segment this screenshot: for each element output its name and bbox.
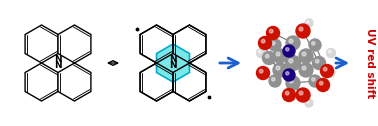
Circle shape xyxy=(273,63,287,77)
Circle shape xyxy=(283,69,295,81)
Circle shape xyxy=(259,69,263,73)
Polygon shape xyxy=(58,25,91,63)
Circle shape xyxy=(299,27,303,31)
Circle shape xyxy=(311,42,315,45)
Circle shape xyxy=(265,54,269,58)
Circle shape xyxy=(296,24,310,38)
Circle shape xyxy=(307,21,309,23)
Circle shape xyxy=(270,29,273,33)
Text: UV red shift: UV red shift xyxy=(365,28,375,98)
Circle shape xyxy=(319,81,323,85)
Polygon shape xyxy=(25,25,58,63)
Circle shape xyxy=(276,66,280,70)
Polygon shape xyxy=(140,25,173,63)
Circle shape xyxy=(323,67,327,71)
Circle shape xyxy=(276,52,280,56)
Circle shape xyxy=(313,56,325,70)
Polygon shape xyxy=(173,25,206,63)
Text: N: N xyxy=(169,61,177,71)
Circle shape xyxy=(286,76,300,90)
Circle shape xyxy=(329,71,331,73)
Circle shape xyxy=(299,63,313,77)
Circle shape xyxy=(309,39,321,51)
Circle shape xyxy=(315,59,319,63)
Circle shape xyxy=(257,67,270,80)
Circle shape xyxy=(266,26,279,39)
Circle shape xyxy=(262,52,276,65)
Circle shape xyxy=(272,78,275,81)
Text: N: N xyxy=(54,55,62,65)
FancyArrowPatch shape xyxy=(108,61,118,65)
Circle shape xyxy=(327,69,335,77)
FancyArrowPatch shape xyxy=(220,58,238,68)
Polygon shape xyxy=(140,63,173,101)
Circle shape xyxy=(272,42,275,45)
Circle shape xyxy=(289,39,293,43)
Circle shape xyxy=(307,101,309,103)
Circle shape xyxy=(289,59,293,63)
Text: N: N xyxy=(169,55,177,65)
Circle shape xyxy=(286,48,289,51)
Circle shape xyxy=(311,78,315,81)
Circle shape xyxy=(327,49,336,57)
Circle shape xyxy=(321,65,333,77)
Circle shape xyxy=(286,36,300,50)
Circle shape xyxy=(302,52,306,56)
Circle shape xyxy=(305,99,313,107)
Polygon shape xyxy=(25,63,58,101)
Circle shape xyxy=(269,39,281,51)
Circle shape xyxy=(283,45,295,57)
Circle shape xyxy=(305,19,313,27)
Circle shape xyxy=(286,72,289,75)
Polygon shape xyxy=(58,63,91,101)
Circle shape xyxy=(299,91,303,95)
Circle shape xyxy=(269,75,281,87)
Circle shape xyxy=(257,49,265,57)
Circle shape xyxy=(285,91,289,95)
Circle shape xyxy=(282,88,296,102)
Text: N: N xyxy=(54,61,62,71)
Circle shape xyxy=(316,78,330,91)
Circle shape xyxy=(259,51,261,53)
Circle shape xyxy=(289,79,293,83)
Circle shape xyxy=(309,75,321,87)
Circle shape xyxy=(302,66,306,70)
Circle shape xyxy=(328,51,331,53)
FancyArrowPatch shape xyxy=(336,58,346,68)
Polygon shape xyxy=(173,63,206,101)
Polygon shape xyxy=(156,44,189,82)
Circle shape xyxy=(261,39,265,43)
Circle shape xyxy=(259,37,271,50)
Circle shape xyxy=(296,88,310,102)
Circle shape xyxy=(285,55,301,71)
Circle shape xyxy=(299,49,313,63)
Circle shape xyxy=(273,49,287,63)
